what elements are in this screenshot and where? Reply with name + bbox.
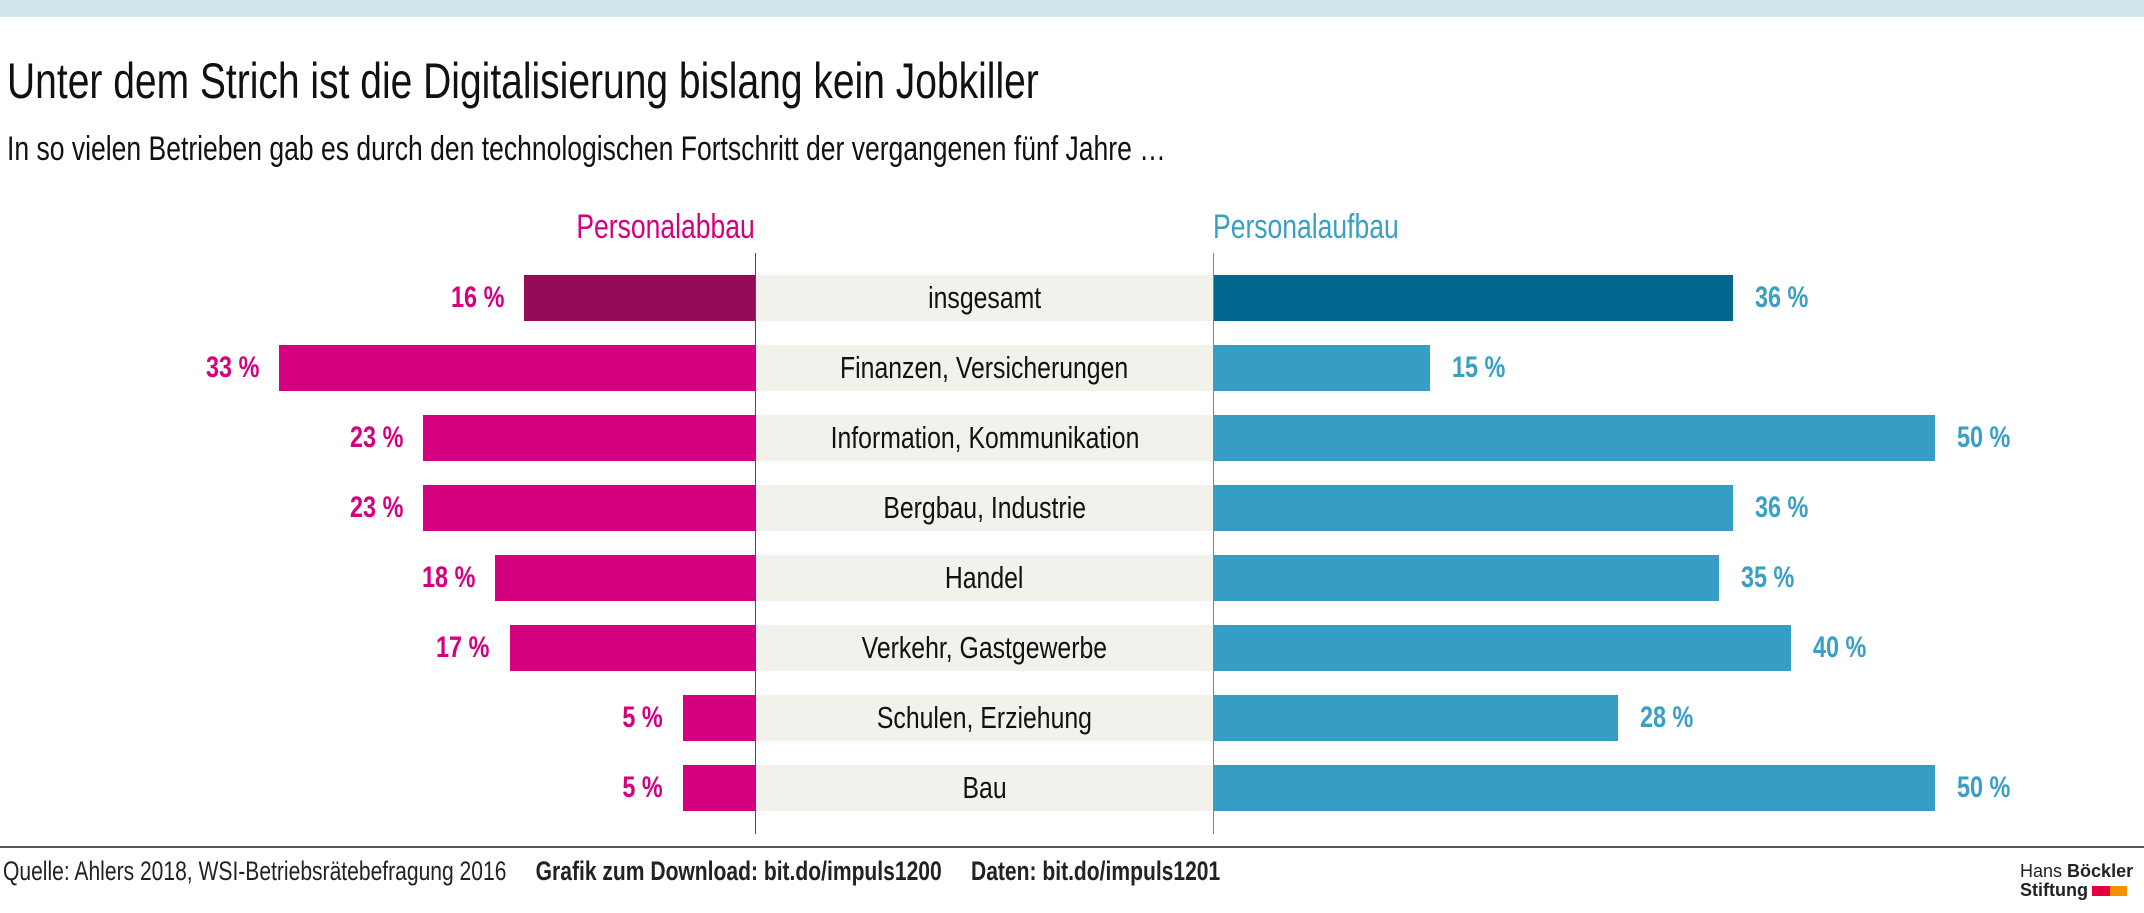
data-label-aufbau: 40 %: [1812, 631, 1867, 664]
bar-personalaufbau: [1214, 485, 1734, 531]
data-label-abbau: 5 %: [622, 701, 663, 734]
data-label-abbau: 23 %: [349, 421, 404, 454]
category-label: Handel: [945, 560, 1024, 595]
category-band: [756, 625, 1213, 671]
data-label-abbau: 16 %: [450, 281, 505, 314]
data-label-abbau: 23 %: [349, 491, 404, 524]
bar-personalaufbau: [1214, 275, 1734, 321]
category-band: [756, 485, 1213, 531]
data-label-abbau: 33 %: [205, 351, 260, 384]
category-label: Bergbau, Industrie: [883, 490, 1086, 525]
data-label-abbau: 5 %: [622, 771, 663, 804]
category-label: Verkehr, Gastgewerbe: [861, 630, 1108, 665]
axis-line-aufbau: [1213, 253, 1214, 834]
data-label-abbau: 17 %: [436, 631, 490, 664]
bar-personalabbau: [524, 275, 755, 321]
bar-personalabbau: [682, 765, 755, 811]
category-band: [756, 695, 1213, 741]
data-label-aufbau: 36 %: [1755, 491, 1809, 524]
bar-personalaufbau: [1214, 695, 1618, 741]
axis-line-abbau: [755, 253, 756, 834]
data-label-aufbau: 15 %: [1452, 351, 1506, 384]
footer: Quelle: Ahlers 2018, WSI-Betriebsrätebef…: [3, 856, 1564, 887]
category-band: [756, 555, 1213, 601]
category-label: Schulen, Erziehung: [876, 700, 1093, 735]
category-label: Finanzen, Versicherungen: [840, 350, 1129, 385]
category-label: Bau: [962, 770, 1007, 805]
category-band: [756, 275, 1213, 321]
chart-subtitle: In so vielen Betrieben gab es durch den …: [7, 130, 1166, 168]
bar-personalaufbau: [1214, 555, 1719, 601]
data-link[interactable]: Daten: bit.do/impuls1201: [970, 856, 1221, 886]
bar-personalabbau: [495, 555, 755, 601]
data-label-aufbau: 36 %: [1755, 281, 1809, 314]
top-accent-bar: [0, 0, 2144, 17]
bar-personalaufbau: [1214, 345, 1431, 391]
data-label-aufbau: 35 %: [1740, 561, 1795, 594]
bar-personalaufbau: [1214, 415, 1935, 461]
source-text: Quelle: Ahlers 2018, WSI-Betriebsrätebef…: [3, 856, 507, 886]
bar-personalaufbau: [1214, 625, 1791, 671]
data-label-aufbau: 50 %: [1957, 771, 2011, 804]
category-band: [756, 345, 1213, 391]
data-label-abbau: 18 %: [422, 561, 476, 594]
category-band: [756, 415, 1213, 461]
bar-personalabbau: [509, 625, 755, 671]
legend-personalaufbau: Personalaufbau: [1213, 208, 1399, 246]
bar-personalabbau: [682, 695, 755, 741]
category-band: [756, 765, 1213, 811]
legend-personalabbau: Personalabbau: [576, 208, 755, 246]
footer-divider: [0, 846, 2144, 848]
data-label-aufbau: 50 %: [1957, 421, 2011, 454]
bar-personalabbau: [423, 415, 755, 461]
data-label-aufbau: 28 %: [1639, 701, 1694, 734]
bar-personalaufbau: [1214, 765, 1935, 811]
chart-title: Unter dem Strich ist die Digitalisierung…: [7, 53, 1039, 109]
bar-personalabbau: [279, 345, 755, 391]
download-link[interactable]: Grafik zum Download: bit.do/impuls1200: [535, 856, 942, 886]
bar-personalabbau: [423, 485, 755, 531]
category-label: Information, Kommunikation: [830, 420, 1139, 455]
category-label: insgesamt: [927, 280, 1042, 315]
hans-boeckler-logo: Hans Böckler Stiftung: [2020, 861, 2134, 900]
